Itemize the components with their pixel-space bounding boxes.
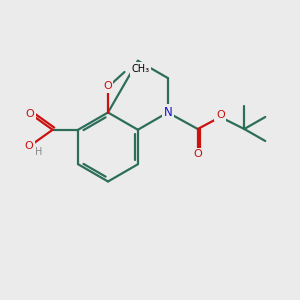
Text: O: O xyxy=(216,110,225,120)
Text: O: O xyxy=(194,149,202,160)
Text: O: O xyxy=(24,141,33,151)
Text: O: O xyxy=(103,81,112,91)
Text: N: N xyxy=(164,106,172,119)
Text: H: H xyxy=(35,147,43,157)
Text: O: O xyxy=(26,109,34,119)
Text: CH₃: CH₃ xyxy=(131,64,149,74)
